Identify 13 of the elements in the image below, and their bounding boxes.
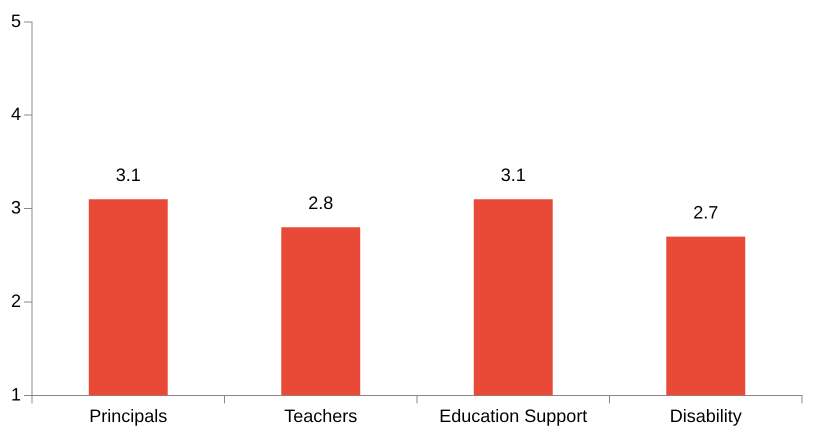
x-tick-label: Disability <box>670 406 742 426</box>
data-label: 3.1 <box>500 165 526 186</box>
y-tick-label: 4 <box>10 104 22 124</box>
x-tick-label: Education Support <box>439 406 588 426</box>
y-tick-label: 5 <box>10 10 22 31</box>
data-label: 2.7 <box>693 202 718 223</box>
y-tick-label: 3 <box>10 198 22 218</box>
x-tick-label: Teachers <box>284 406 358 426</box>
x-tick-label: Principals <box>89 406 168 426</box>
y-tick-label: 2 <box>10 290 22 311</box>
data-label: 2.8 <box>308 193 334 214</box>
y-tick-label: 1 <box>10 384 22 404</box>
data-label: 3.1 <box>116 165 141 186</box>
